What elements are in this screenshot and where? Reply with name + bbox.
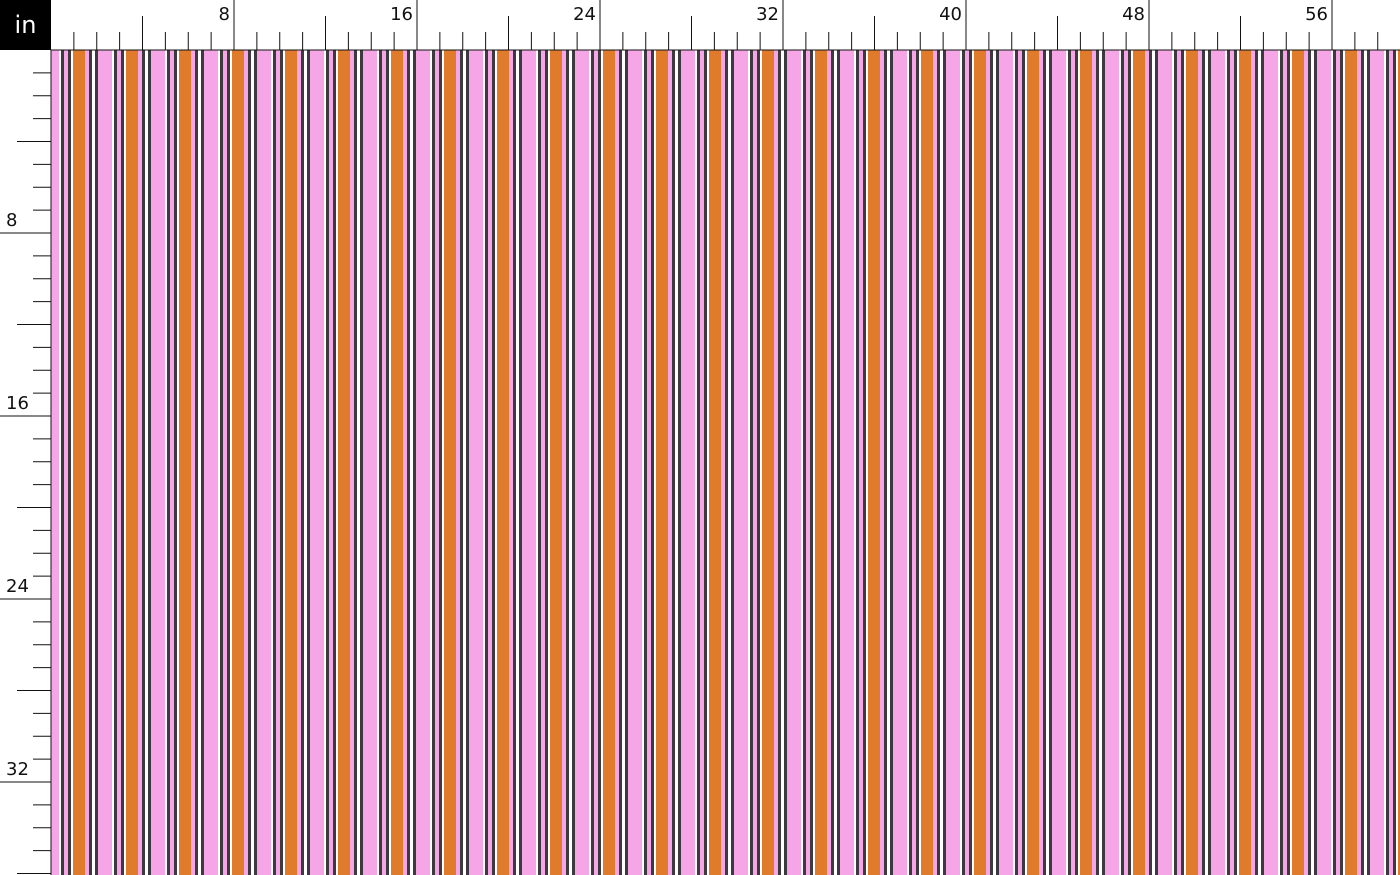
top-ruler-label: 56	[1305, 4, 1328, 25]
left-ruler-label: 8	[6, 210, 17, 231]
left-ruler-label: 16	[6, 393, 29, 414]
left-ruler-label: 24	[6, 576, 29, 597]
top-ruler-label: 48	[1122, 4, 1145, 25]
unit-label: in	[0, 0, 51, 50]
top-ruler-label: 32	[756, 4, 779, 25]
left-ruler	[0, 0, 51, 875]
left-ruler-label: 32	[6, 759, 29, 780]
top-ruler-label: 16	[390, 4, 413, 25]
top-ruler-label: 40	[939, 4, 962, 25]
fabric-preview	[51, 50, 1400, 875]
top-ruler-label: 24	[573, 4, 596, 25]
top-ruler	[0, 0, 1400, 50]
top-ruler-label: 8	[219, 4, 230, 25]
